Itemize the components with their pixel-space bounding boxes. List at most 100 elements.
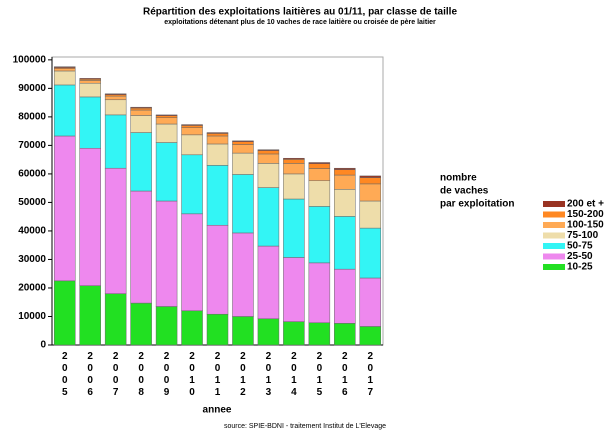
y-tick-label: 30000 [18, 254, 46, 265]
bar-segment [155, 114, 178, 116]
bar-segment [181, 134, 203, 156]
bar-segment [155, 117, 178, 125]
bar-segment [334, 323, 356, 346]
legend-swatch [543, 222, 565, 228]
bar-segment [79, 285, 101, 346]
bar-segment [232, 141, 254, 145]
x-axis-label: annee [203, 405, 232, 416]
bar-segment [308, 206, 331, 264]
bar-segment [53, 135, 76, 282]
legend-label: 50-75 [567, 241, 593, 252]
bar-segment [53, 66, 76, 68]
y-tick-label: 60000 [18, 169, 46, 180]
x-tick-label: 2005 [59, 351, 70, 399]
bar-segment [359, 227, 382, 279]
bar-segment [104, 99, 127, 116]
bar-segment [130, 107, 152, 111]
x-tick-label: 2010 [187, 351, 198, 399]
bar-segment [104, 167, 127, 294]
bar-segment [130, 132, 152, 192]
bar-segment [359, 200, 382, 229]
bar-segment [206, 143, 229, 166]
bar-segment [232, 152, 254, 175]
bar-segment [206, 135, 229, 145]
y-tick-label: 50000 [18, 197, 46, 208]
bar-segment [308, 180, 331, 207]
legend-swatch [543, 264, 565, 270]
bar-segment [130, 115, 152, 133]
bar-segment [206, 165, 229, 226]
bar-segment [359, 183, 382, 202]
bar-segment [181, 213, 203, 312]
x-tick-label: 2009 [161, 351, 172, 399]
bar-segment [130, 106, 152, 109]
bar-segment [79, 80, 101, 84]
bar-segment [155, 306, 178, 346]
bar-segment [232, 174, 254, 234]
chart-subtitle: exploitations détenant plus de 10 vaches… [164, 19, 436, 26]
bar-segment [206, 133, 229, 137]
bar-segment [334, 268, 356, 324]
bar-segment [232, 140, 254, 142]
legend-title: de vaches [440, 186, 489, 197]
x-tick-label: 2012 [237, 351, 248, 399]
bar-segment [206, 313, 229, 346]
bar-segment [232, 232, 254, 317]
bar-segment [283, 159, 305, 164]
bar-segment [155, 142, 178, 202]
y-tick-label: 0 [40, 340, 46, 351]
bar-segment [206, 132, 229, 134]
y-tick-label: 10000 [18, 311, 46, 322]
bar-segment [104, 95, 127, 101]
bar-segment [53, 280, 76, 346]
bar-segment [283, 163, 305, 175]
bar-segment [283, 198, 305, 258]
legend-label: 200 et + [567, 199, 604, 210]
source: source: SPIE-BDNI - traitement Institut … [224, 423, 386, 430]
bar-segment [359, 177, 382, 185]
x-tick-label: 2013 [263, 351, 274, 399]
bar-segment [104, 293, 127, 346]
bar-segment [130, 302, 152, 346]
legend-label: 25-50 [567, 251, 593, 262]
bar-segment [308, 162, 331, 164]
y-tick-label: 40000 [18, 226, 46, 237]
legend-swatch [543, 243, 565, 249]
bar-segment [308, 262, 331, 324]
legend-swatch [543, 253, 565, 260]
bar-segment [308, 322, 331, 346]
bar-segment [257, 187, 280, 247]
bar-segment [79, 96, 101, 149]
bar-segment [53, 70, 76, 86]
bar-segment [181, 127, 203, 136]
y-tick-label: 90000 [18, 83, 46, 94]
x-tick-label: 2011 [212, 351, 223, 399]
bar-segment [181, 124, 203, 126]
bar-segment [359, 277, 382, 327]
y-tick-label: 70000 [18, 140, 46, 151]
legend-label: 10-25 [567, 262, 593, 273]
bar-segment [181, 310, 203, 346]
bar-segment [155, 200, 178, 307]
bar-segment [283, 157, 305, 160]
bar-segment [130, 109, 152, 116]
y-tick-label: 100000 [13, 54, 47, 65]
bar-segment [359, 326, 382, 346]
bar-segment [130, 190, 152, 304]
y-tick-label: 80000 [18, 112, 46, 123]
legend-swatch [543, 211, 565, 218]
bar-segment [257, 153, 280, 164]
bar-segment [308, 168, 331, 182]
x-tick-label: 2007 [110, 351, 121, 399]
x-tick-label: 2006 [85, 351, 96, 399]
bar-segment [283, 257, 305, 322]
bar-segment [181, 154, 203, 215]
bar-segment [155, 115, 178, 118]
x-tick-label: 2016 [339, 351, 350, 399]
x-tick-label: 2017 [365, 351, 376, 399]
bar-segment [257, 163, 280, 188]
bar-segment [334, 174, 356, 190]
x-tick-label: 2015 [314, 351, 325, 399]
y-tick-label: 20000 [18, 283, 46, 294]
